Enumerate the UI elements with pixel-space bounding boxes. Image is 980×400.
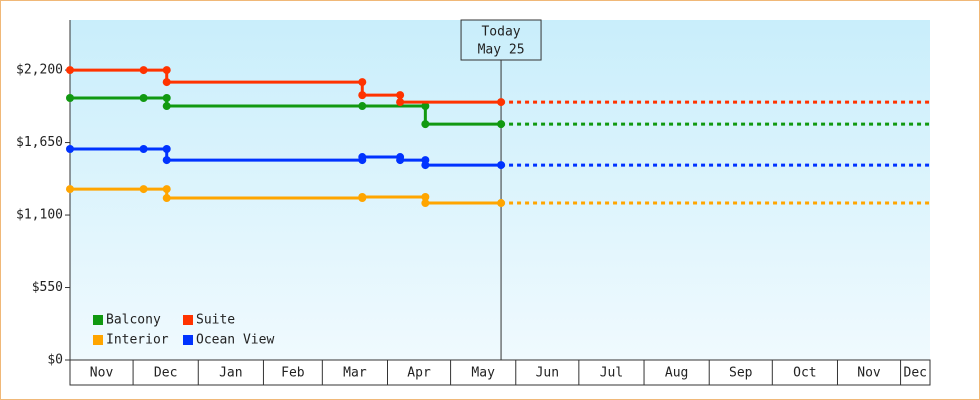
price-point xyxy=(396,91,405,100)
today-label: May 25 xyxy=(478,43,525,58)
price-point xyxy=(358,91,367,100)
price-point xyxy=(358,102,367,111)
price-point xyxy=(497,161,506,170)
y-tick-label: $2,200 xyxy=(16,63,63,78)
price-point xyxy=(421,192,430,201)
price-point xyxy=(358,192,367,201)
x-tick-label: Dec xyxy=(904,366,927,381)
price-point xyxy=(139,145,148,154)
price-point xyxy=(66,66,74,75)
legend-label: Ocean View xyxy=(196,333,274,348)
x-tick-label: Sep xyxy=(729,366,753,381)
price-point xyxy=(139,94,148,103)
price-point xyxy=(421,120,430,129)
price-point xyxy=(162,145,171,154)
x-tick-label: Nov xyxy=(857,366,881,381)
price-point xyxy=(139,66,148,75)
x-tick-label: Oct xyxy=(793,366,816,381)
price-point xyxy=(66,145,74,154)
price-point xyxy=(421,199,430,208)
y-tick-label: $1,100 xyxy=(16,208,63,223)
price-point xyxy=(162,94,171,103)
price-point xyxy=(396,156,405,165)
legend-swatch xyxy=(183,315,193,325)
price-point xyxy=(162,194,171,203)
price-point xyxy=(497,199,506,208)
today-box xyxy=(460,19,542,61)
price-point xyxy=(421,161,430,170)
x-tick-label: Jun xyxy=(536,366,559,381)
legend-swatch xyxy=(183,335,193,345)
legend-label: Interior xyxy=(106,333,169,348)
price-point xyxy=(497,98,506,107)
x-tick-label: Aug xyxy=(665,366,688,381)
x-tick-label: May xyxy=(471,366,495,381)
x-tick-label: Jan xyxy=(219,366,242,381)
price-point xyxy=(421,102,430,111)
price-point xyxy=(162,156,171,165)
today-label: Today xyxy=(481,25,520,40)
x-tick-label: Dec xyxy=(154,366,177,381)
price-point xyxy=(162,102,171,111)
price-point xyxy=(66,94,74,103)
price-point xyxy=(162,66,171,75)
price-point xyxy=(162,78,171,87)
price-point xyxy=(358,78,367,87)
price-point xyxy=(396,98,405,107)
x-tick-label: Apr xyxy=(407,366,431,381)
y-tick-label: $550 xyxy=(32,280,63,295)
legend-label: Balcony xyxy=(106,313,161,328)
legend-label: Suite xyxy=(196,313,235,328)
y-tick-label: $1,650 xyxy=(16,135,63,150)
x-tick-label: Mar xyxy=(343,366,367,381)
legend-swatch xyxy=(93,315,103,325)
x-tick-label: Nov xyxy=(90,366,114,381)
x-tick-label: Jul xyxy=(600,366,623,381)
price-point xyxy=(497,120,506,129)
price-point xyxy=(162,185,171,194)
x-tick-label: Feb xyxy=(281,366,305,381)
plot-area xyxy=(70,20,930,360)
y-tick-label: $0 xyxy=(47,353,63,368)
price-point xyxy=(66,185,74,194)
price-point xyxy=(358,153,367,162)
price-point xyxy=(139,185,148,194)
legend-swatch xyxy=(93,335,103,345)
